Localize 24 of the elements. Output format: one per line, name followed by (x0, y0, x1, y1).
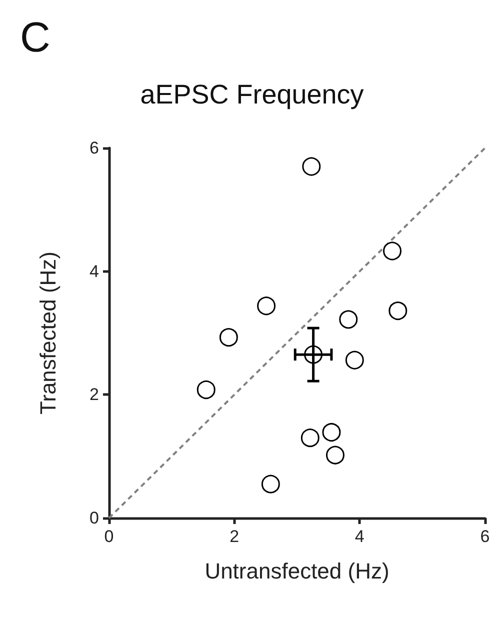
point (383, 242, 402, 260)
point (302, 157, 321, 176)
point (261, 474, 280, 494)
point (257, 296, 276, 316)
x-axis-title: Untransfected (Hz) (204, 558, 390, 584)
x-tick-label: 2 (230, 527, 240, 546)
text: C (20, 14, 50, 60)
y-tick-label: 6 (90, 138, 99, 158)
point (345, 350, 364, 370)
chart-title: aEPSC Frequency (140, 80, 364, 110)
point (196, 380, 216, 399)
point (300, 428, 320, 448)
y-tick-label: 4 (90, 262, 99, 281)
x-tick-label: 4 (354, 527, 364, 546)
x-tick-label: 0 (104, 527, 114, 546)
x-tick-label: 6 (480, 527, 490, 546)
y-tick-label: 0 (90, 508, 99, 528)
point (219, 328, 238, 347)
point (339, 310, 358, 329)
point (326, 446, 344, 464)
y-tick-label: 2 (90, 385, 99, 404)
y-axis-title: Transfected (Hz) (36, 251, 60, 415)
point (322, 423, 341, 442)
point (388, 302, 408, 320)
